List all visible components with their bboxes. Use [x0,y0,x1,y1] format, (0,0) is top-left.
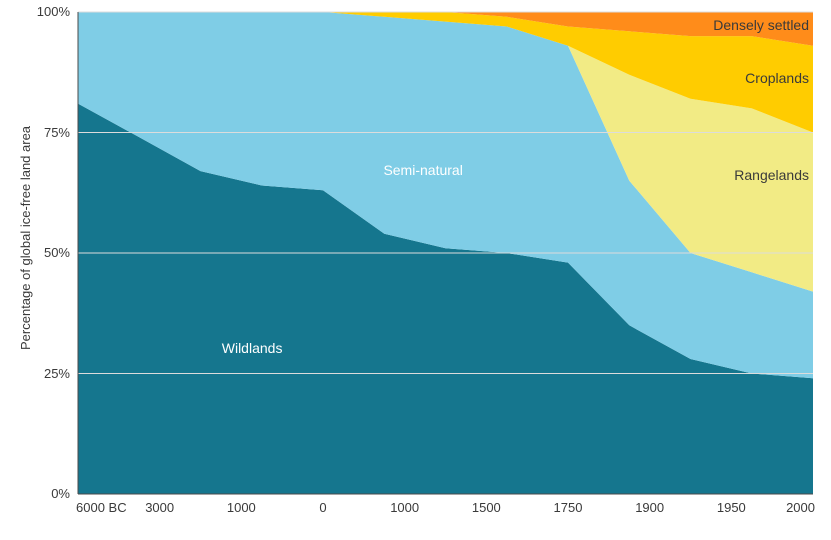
x-tick-label: 0 [303,500,343,515]
chart-svg [0,0,831,535]
x-tick-label: 1950 [711,500,751,515]
y-tick-label: 50% [44,245,70,260]
x-tick-label: 3000 [140,500,180,515]
x-tick-label: 1500 [466,500,506,515]
x-tick-label: 1000 [385,500,425,515]
series-label-wildlands: Wildlands [222,340,283,356]
y-tick-label: 75% [44,125,70,140]
y-axis-title: Percentage of global ice-free land area [18,126,33,350]
x-tick-label: 1900 [630,500,670,515]
series-label-densely-settled: Densely settled [713,17,809,33]
y-tick-label: 100% [37,4,70,19]
x-tick-label: 1750 [548,500,588,515]
y-tick-label: 25% [44,366,70,381]
series-label-croplands: Croplands [745,70,809,86]
x-tick-label: 2000 [781,500,815,515]
y-tick-label: 0% [51,486,70,501]
land-use-area-chart: Percentage of global ice-free land area … [0,0,831,535]
series-label-semi-natural: Semi-natural [383,162,462,178]
series-label-rangelands: Rangelands [734,167,809,183]
x-tick-label: 1000 [221,500,261,515]
x-tick-label: 6000 BC [76,500,127,515]
